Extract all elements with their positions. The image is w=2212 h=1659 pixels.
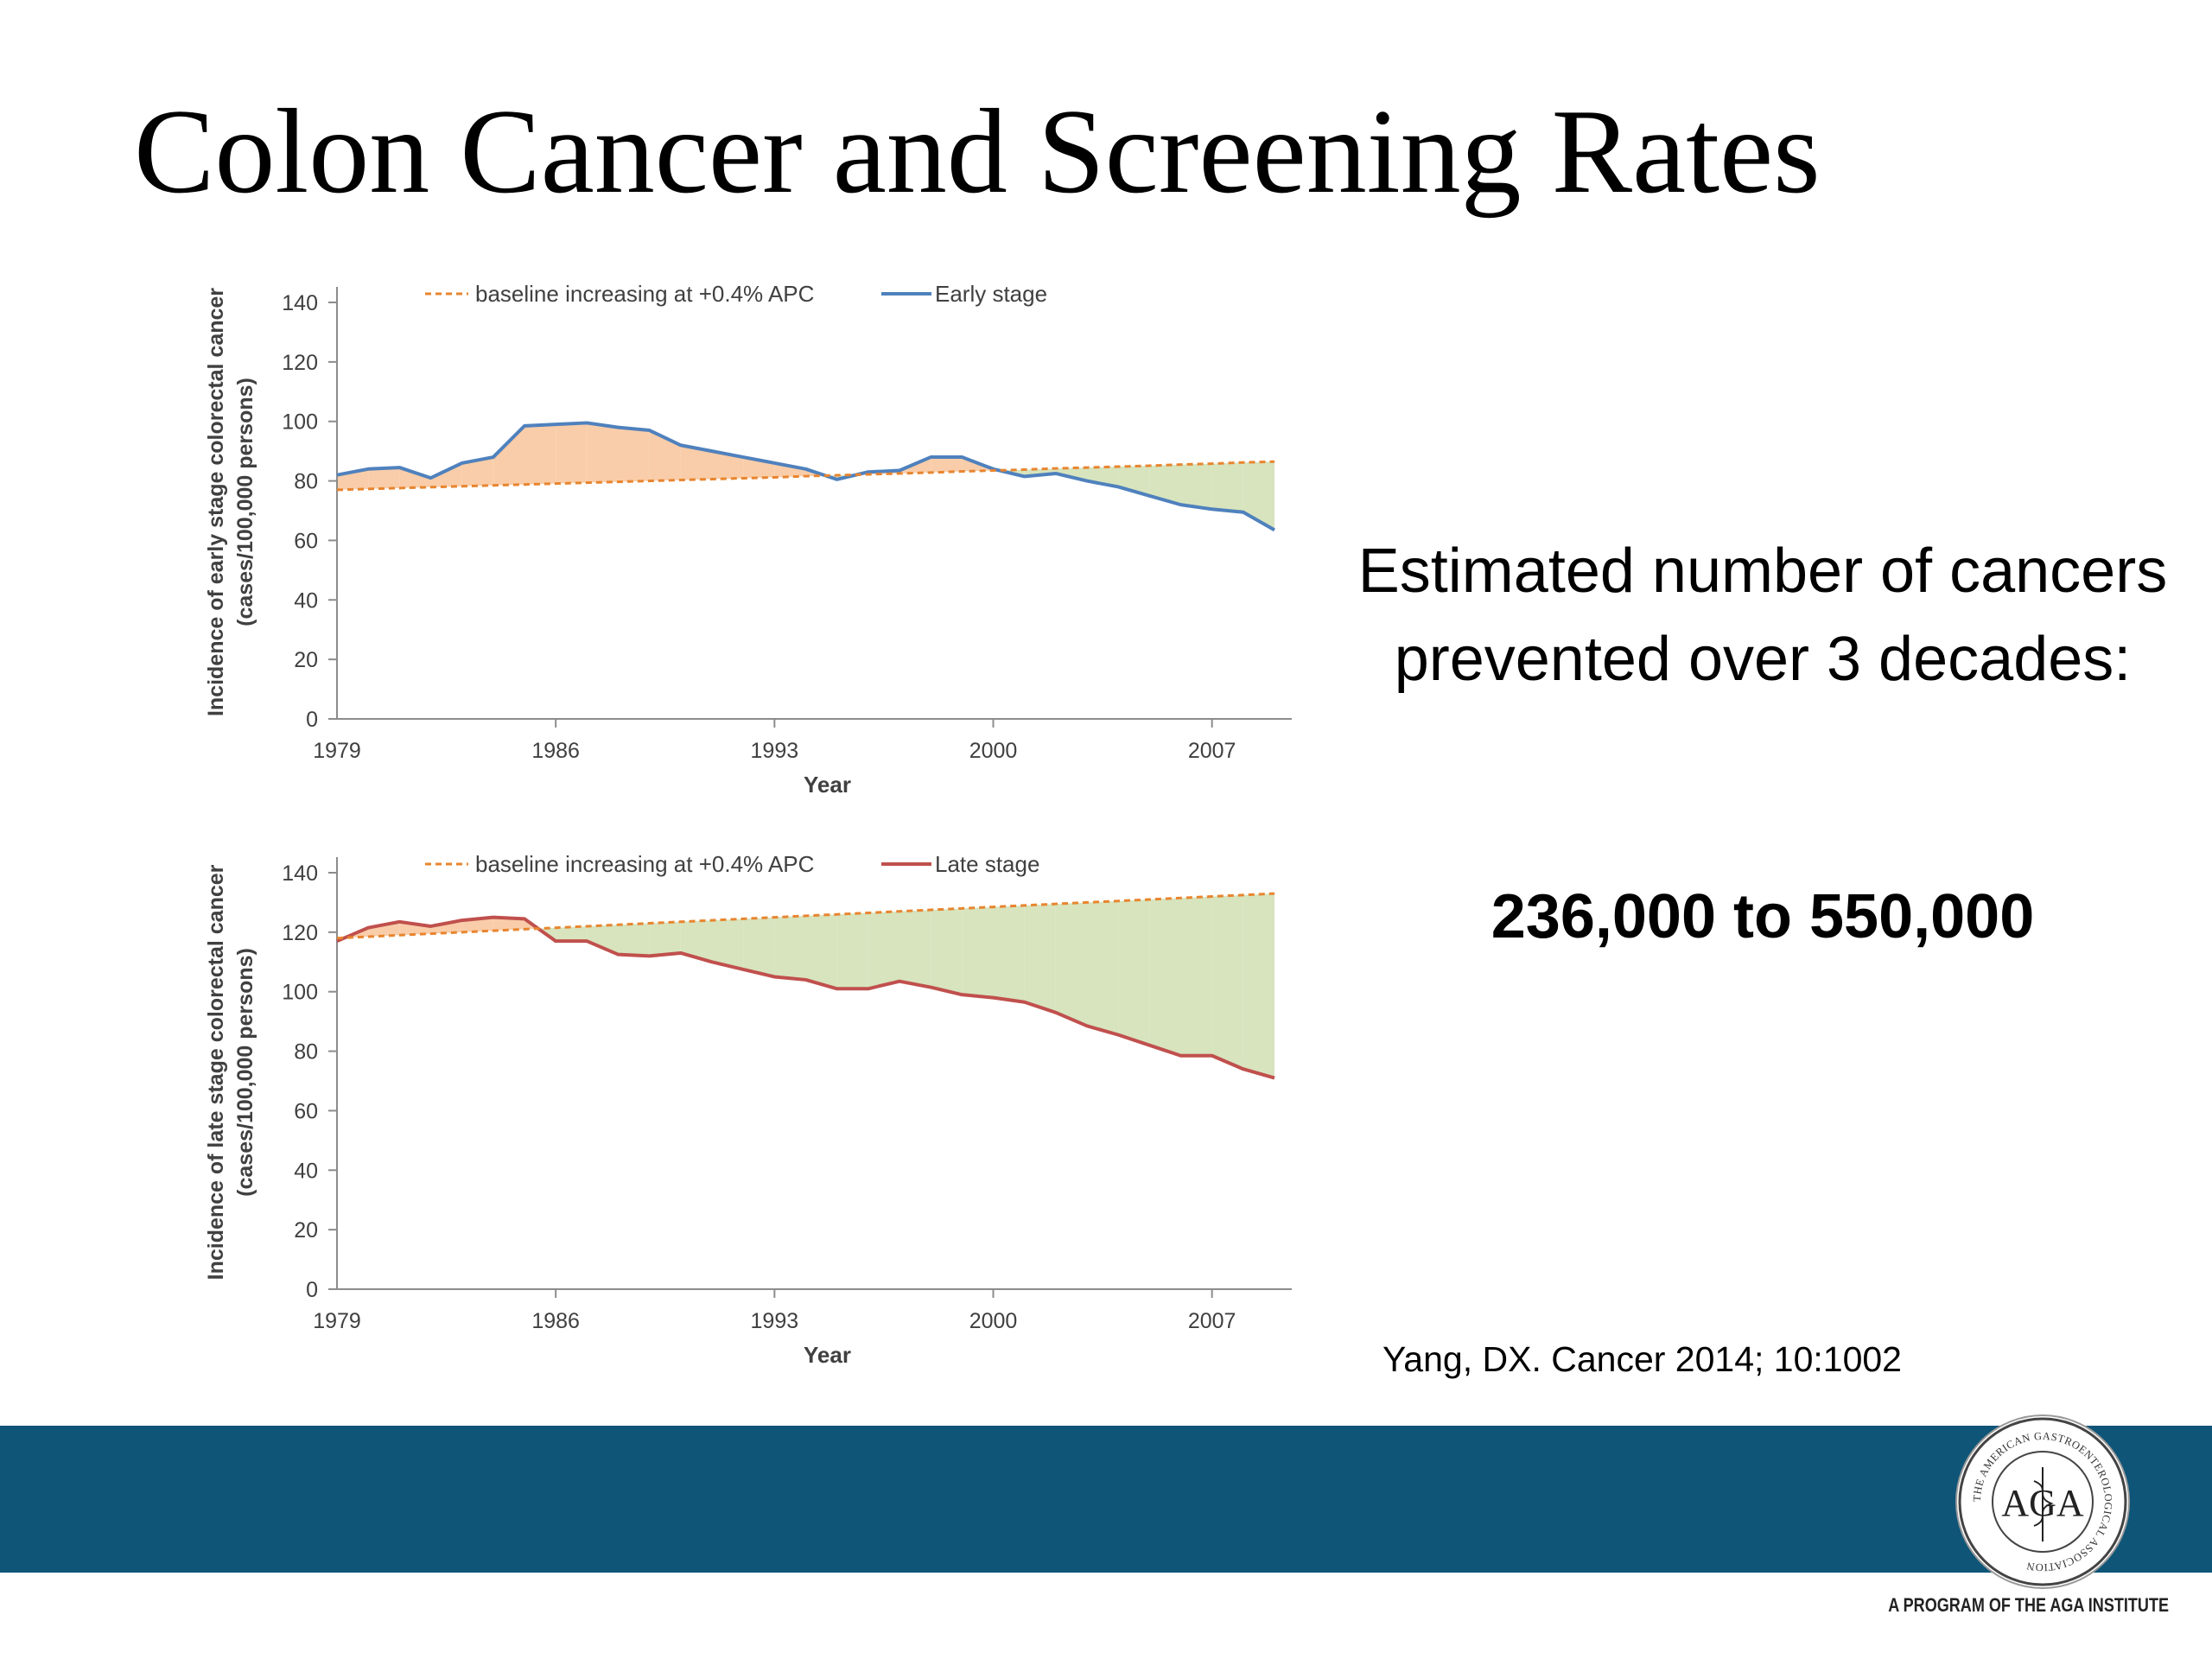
fill-band xyxy=(1180,463,1212,510)
x-tick-label: 1979 xyxy=(313,739,361,763)
y-tick-label: 120 xyxy=(282,351,318,375)
y-axis-title: Incidence of early stage colorectal canc… xyxy=(204,288,257,716)
fill-band xyxy=(1118,899,1150,1046)
early-stage-chart-svg: 0 20 40 60 80 100 120 140 1979 1986 1993 2000 2007 Ye… xyxy=(204,281,1292,798)
fill-band xyxy=(868,911,899,989)
series-line-baseline xyxy=(336,892,1275,940)
y-tick-label: 60 xyxy=(294,1099,318,1123)
fill-band xyxy=(493,917,524,931)
late-stage-chart-svg: 0 20 40 60 80 100 120 140 1979 1986 1993 2000 2007 Ye… xyxy=(204,851,1292,1368)
citation: Yang, DX. Cancer 2014; 10:1002 xyxy=(1382,1339,1902,1379)
prevented-cancers-text: Estimated number of cancers prevented ov… xyxy=(1357,537,2168,695)
x-axis-title: Year xyxy=(804,1342,851,1368)
y-tick-label: 80 xyxy=(294,1040,318,1065)
legend-baseline-label: baseline increasing at +0.4% APC xyxy=(475,851,814,877)
fill-band xyxy=(805,914,837,989)
x-tick-label: 2007 xyxy=(1188,739,1236,763)
legend-stage-label: Late stage xyxy=(935,851,1039,877)
fill-band xyxy=(962,906,994,998)
x-tick-label: 2000 xyxy=(969,739,1018,763)
y-tick-label: 100 xyxy=(282,981,318,1005)
fill-band xyxy=(430,462,462,487)
fill-band xyxy=(1211,894,1243,1070)
fill-band xyxy=(1024,904,1056,1013)
fill-band xyxy=(712,918,744,969)
fill-band xyxy=(587,925,619,955)
program-text: A PROGRAM OF THE AGA INSTITUTE xyxy=(1888,1594,2169,1616)
fill-band xyxy=(587,423,619,483)
series-line-late-stage xyxy=(336,915,1275,1080)
fill-band xyxy=(1087,900,1119,1035)
fill-band xyxy=(524,424,556,485)
x-tick-label: 1993 xyxy=(751,1309,799,1333)
fill-band xyxy=(649,921,681,957)
fill-band xyxy=(899,910,931,988)
y-tick-label: 40 xyxy=(294,588,318,613)
prevented-cancers-range: 236,000 to 550,000 xyxy=(1491,882,2035,951)
fill-band xyxy=(1180,896,1212,1056)
fill-band xyxy=(1243,461,1274,531)
y-tick-label: 140 xyxy=(282,291,318,315)
legend-baseline-label: baseline increasing at +0.4% APC xyxy=(475,281,814,307)
series-line-early-stage xyxy=(336,421,1275,532)
fill-band xyxy=(1149,898,1181,1056)
fill-band xyxy=(1055,902,1087,1027)
legend-stage-label: Early stage xyxy=(935,281,1047,307)
x-tick-label: 1993 xyxy=(751,739,799,763)
y-tick-label: 80 xyxy=(294,470,318,494)
fill-band xyxy=(493,425,524,486)
fill-band xyxy=(461,457,493,486)
x-tick-label: 2000 xyxy=(969,1309,1018,1333)
early-stage-chart: 0 20 40 60 80 100 120 140 1979 1986 1993 2000 2007 Ye… xyxy=(190,259,1296,830)
fill-band xyxy=(774,462,806,478)
x-tick-label: 1986 xyxy=(531,1309,580,1333)
y-tick-label: 100 xyxy=(282,410,318,435)
fill-band xyxy=(774,915,806,980)
fill-band xyxy=(368,467,400,489)
y-tick-label: 0 xyxy=(306,1278,318,1302)
fill-band xyxy=(836,912,868,989)
y-axis-title-line1: Incidence of early stage colorectal canc… xyxy=(204,288,228,716)
y-axis-title: Incidence of late stage colorectal cance… xyxy=(204,864,257,1280)
x-tick-label: 1986 xyxy=(531,739,580,763)
fill-band xyxy=(368,921,400,938)
y-tick-label: 0 xyxy=(306,708,318,732)
slide-title: Colon Cancer and Screening Rates xyxy=(134,85,1821,219)
fill-band xyxy=(680,920,712,963)
fill-band xyxy=(399,467,431,488)
y-tick-label: 40 xyxy=(294,1159,318,1183)
y-tick-label: 140 xyxy=(282,861,318,886)
footer-band xyxy=(0,1426,2212,1573)
fill-band xyxy=(931,457,963,473)
series-line-baseline xyxy=(336,460,1275,492)
fill-band xyxy=(618,923,650,957)
fill-band xyxy=(556,423,588,484)
fill-band xyxy=(618,427,650,482)
late-stage-chart: 0 20 40 60 80 100 120 140 1979 1986 1993 2000 2007 Ye… xyxy=(190,830,1296,1400)
fill-band xyxy=(993,905,1025,1002)
fill-band xyxy=(430,920,462,934)
x-tick-label: 2007 xyxy=(1188,1309,1236,1333)
x-axis-title: Year xyxy=(804,772,851,798)
fill-band xyxy=(712,451,744,480)
y-tick-label: 20 xyxy=(294,648,318,672)
fill-band xyxy=(931,908,963,995)
aga-seal-icon: THE AMERICAN GASTROENTEROLOGICAL ASSOCIA… xyxy=(1955,1414,2130,1589)
fill-band xyxy=(743,917,775,977)
fill-band xyxy=(1211,462,1243,512)
y-axis-title-line1: Incidence of late stage colorectal cance… xyxy=(204,864,228,1280)
fill-band xyxy=(1149,464,1181,505)
y-tick-label: 60 xyxy=(294,529,318,553)
y-tick-label: 120 xyxy=(282,921,318,945)
y-axis-title-line2: (cases/100,000 persons) xyxy=(233,378,257,626)
fill-band xyxy=(680,445,712,480)
fill-band xyxy=(1243,893,1274,1078)
y-axis-title-line2: (cases/100,000 persons) xyxy=(233,948,257,1197)
x-tick-label: 1979 xyxy=(313,1309,361,1333)
fill-band xyxy=(556,925,588,942)
y-tick-label: 20 xyxy=(294,1218,318,1243)
